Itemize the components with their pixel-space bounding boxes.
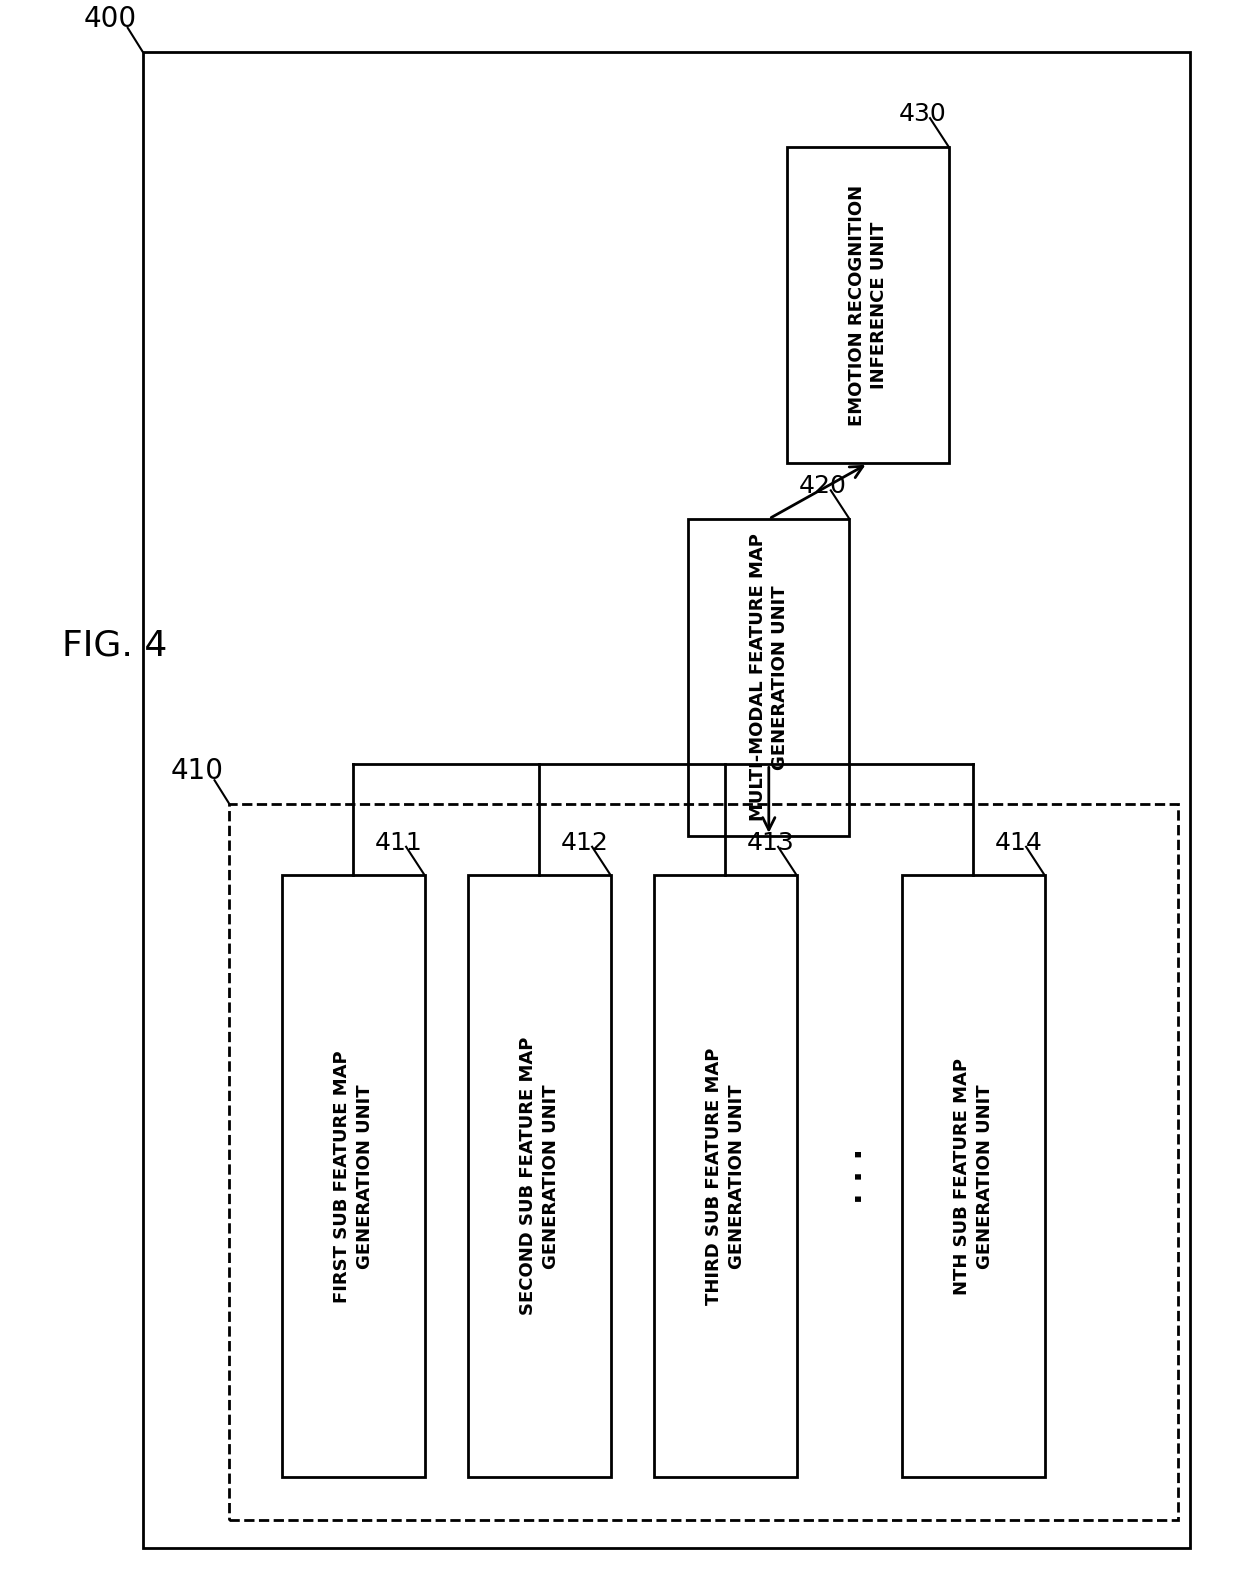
Text: . . .: . . . [838,1148,868,1205]
Bar [655,875,796,1478]
Bar [281,875,424,1478]
Text: 413: 413 [746,830,794,855]
Text: EMOTION RECOGNITION
INFERENCE UNIT: EMOTION RECOGNITION INFERENCE UNIT [848,185,888,426]
Bar [469,875,611,1478]
Text: FIG. 4: FIG. 4 [62,629,167,662]
Bar [787,147,949,463]
Text: NTH SUB FEATURE MAP
GENERATION UNIT: NTH SUB FEATURE MAP GENERATION UNIT [954,1058,993,1294]
Bar [143,51,1190,1548]
Text: 412: 412 [560,830,609,855]
Text: SECOND SUB FEATURE MAP
GENERATION UNIT: SECOND SUB FEATURE MAP GENERATION UNIT [520,1037,559,1315]
Text: FIRST SUB FEATURE MAP
GENERATION UNIT: FIRST SUB FEATURE MAP GENERATION UNIT [334,1050,373,1302]
Text: 400: 400 [83,5,136,32]
Text: 420: 420 [799,474,847,498]
Text: 414: 414 [994,830,1042,855]
Text: 410: 410 [170,757,223,785]
Text: THIRD SUB FEATURE MAP
GENERATION UNIT: THIRD SUB FEATURE MAP GENERATION UNIT [706,1047,745,1306]
Text: 411: 411 [374,830,422,855]
Bar [229,804,1178,1519]
Bar [688,519,849,836]
Text: MULTI-MODAL FEATURE MAP
GENERATION UNIT: MULTI-MODAL FEATURE MAP GENERATION UNIT [749,533,789,822]
Text: 430: 430 [898,102,946,126]
Bar [903,875,1044,1478]
